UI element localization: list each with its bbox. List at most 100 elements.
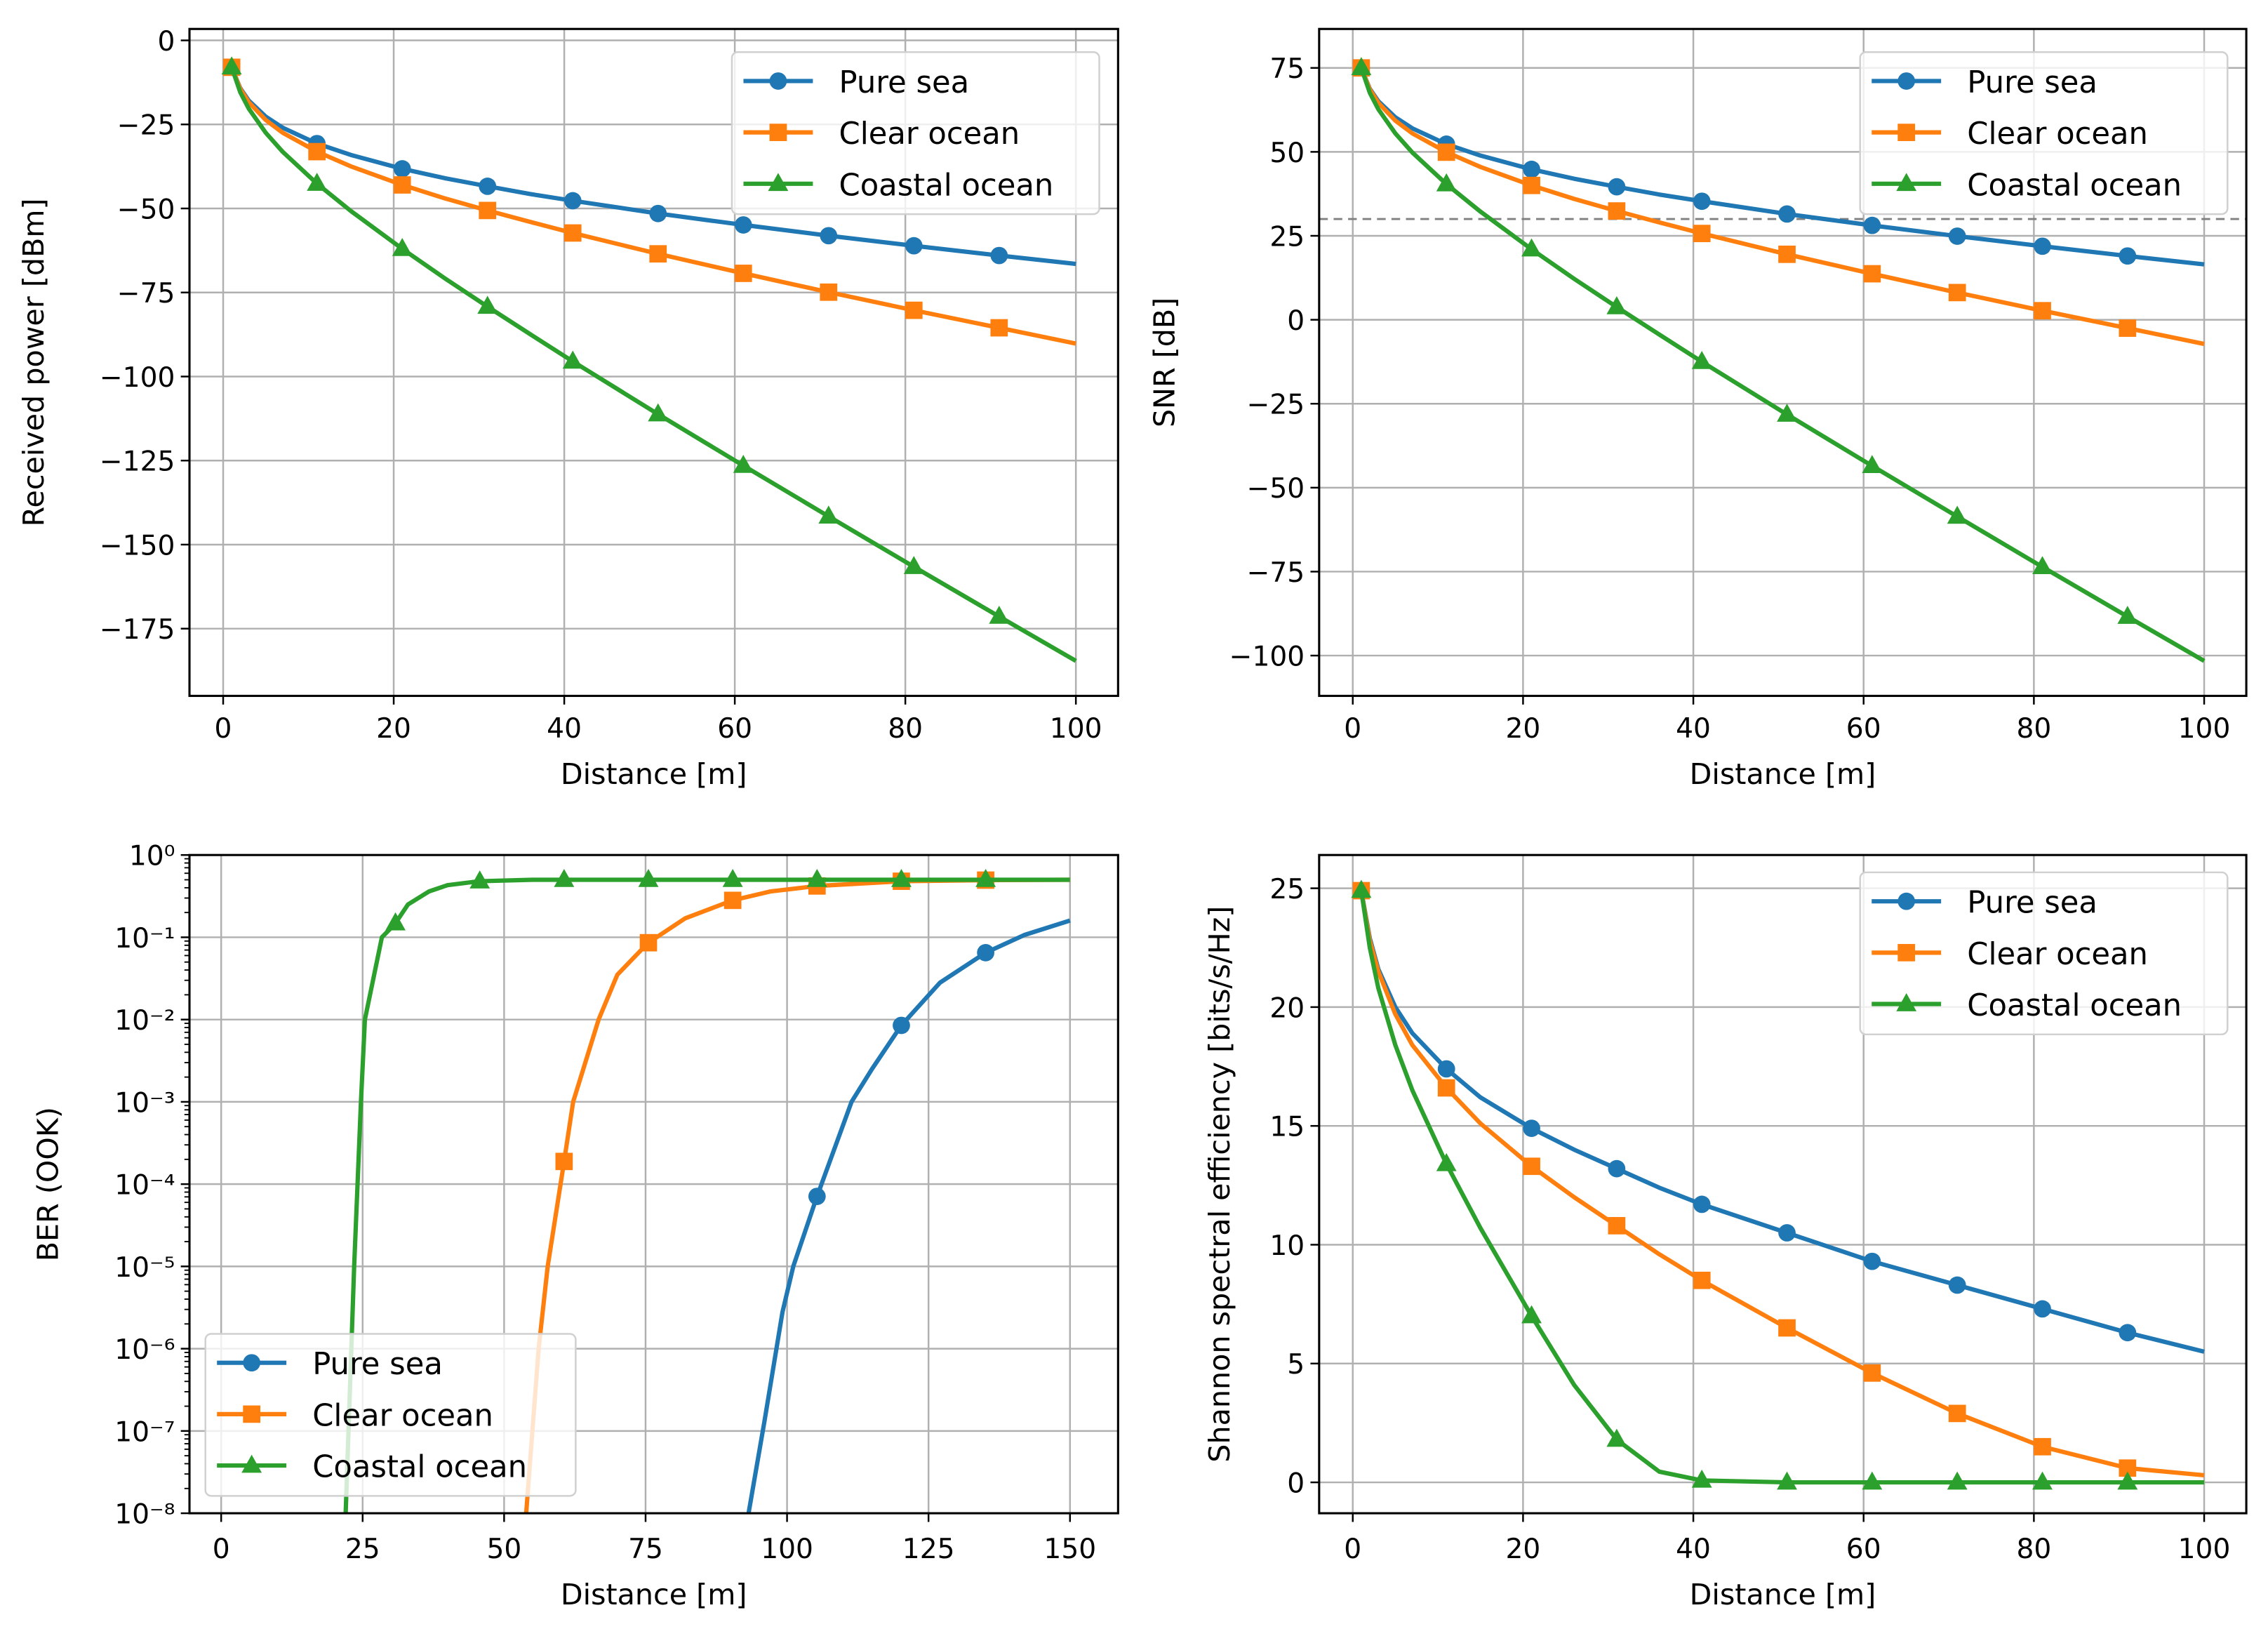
y-tick-label: 10⁻³ <box>114 1087 175 1119</box>
y-tick-label: −175 <box>100 614 175 646</box>
y-tick-label: 10⁻¹ <box>114 923 175 955</box>
series-line-clear-ocean <box>229 66 1076 346</box>
data-point-clear-ocean <box>1523 176 1540 194</box>
data-point-coastal-ocean <box>1777 1471 1797 1490</box>
chart-panel-3: 0 25 50 75 100 125 150 10⁰ 10⁻¹ 10⁻² 10⁻³ 10⁻⁴ 10⁻⁵ 1… <box>31 841 1119 1611</box>
legend-label: Coastal ocean <box>839 168 1054 203</box>
data-point-clear-ocean <box>1863 265 1881 283</box>
legend-item: Clear ocean <box>1872 937 2148 972</box>
legend-item: Pure sea <box>1872 65 2097 100</box>
data-point-clear-ocean <box>905 301 923 319</box>
legend-marker-icon <box>243 1354 261 1372</box>
data-point-clear-ocean <box>563 224 582 242</box>
legend-box <box>204 1333 577 1497</box>
y-tick-label: 0 <box>157 26 175 58</box>
data-point-clear-ocean <box>639 933 658 952</box>
x-tick-label: 60 <box>1846 1534 1881 1565</box>
data-point-coastal-ocean <box>1436 173 1457 192</box>
data-point-coastal-ocean <box>385 912 406 931</box>
legend-item: Coastal ocean <box>743 168 1053 203</box>
data-point-pure-sea <box>563 192 582 210</box>
data-point-pure-sea <box>2119 1324 2137 1342</box>
y-tick-label: 15 <box>1269 1112 1305 1143</box>
y-tick-label: 25 <box>1269 221 1305 253</box>
legend-item: Clear ocean <box>1872 117 2148 152</box>
data-point-clear-ocean <box>1437 1079 1455 1097</box>
legend-marker-icon <box>241 1454 262 1473</box>
legend-item: Coastal ocean <box>1872 168 2182 203</box>
legend-item: Clear ocean <box>217 1398 493 1433</box>
legend-label: Clear ocean <box>839 117 1020 152</box>
data-point-coastal-ocean <box>1947 505 1968 524</box>
data-point-coastal-ocean <box>1691 1469 1712 1488</box>
data-point-pure-sea <box>808 1188 826 1205</box>
data-point-clear-ocean <box>1608 1217 1626 1235</box>
data-point-coastal-ocean <box>975 869 996 887</box>
data-point-coastal-ocean <box>806 869 827 887</box>
y-tick-label: −150 <box>100 530 175 561</box>
data-point-pure-sea <box>1778 205 1796 223</box>
x-tick-label: 125 <box>902 1534 955 1565</box>
legend-item: Pure sea <box>217 1347 443 1382</box>
data-point-pure-sea <box>1693 1195 1711 1214</box>
chart-panel-4: 0 20 40 60 80 100 0 5 10 15 20 25 Distance [m] Shanno… <box>1203 853 2248 1611</box>
y-tick-label: 10 <box>1269 1230 1305 1262</box>
series-line-pure-sea <box>1359 890 2205 1354</box>
data-point-coastal-ocean <box>2117 606 2138 624</box>
plot-area <box>221 56 1077 663</box>
legend-item: Pure sea <box>1872 886 2097 921</box>
y-tick-label: 50 <box>1269 138 1305 169</box>
data-point-coastal-ocean <box>469 870 491 889</box>
legend: Pure sea Clear ocean Coastal ocean <box>731 51 1100 215</box>
series-line-clear-ocean <box>1359 890 2205 1477</box>
data-point-coastal-ocean <box>1606 295 1627 314</box>
y-tick-label: −25 <box>1247 390 1305 421</box>
legend-item: Coastal ocean <box>1872 988 2182 1023</box>
data-point-coastal-ocean <box>2032 1471 2053 1490</box>
data-point-coastal-ocean <box>307 173 328 191</box>
data-point-pure-sea <box>1523 160 1540 178</box>
data-point-coastal-ocean <box>818 505 839 524</box>
legend-item: Coastal ocean <box>217 1450 527 1485</box>
data-point-pure-sea <box>1437 1060 1455 1078</box>
x-tick-label: 40 <box>547 713 582 745</box>
data-point-pure-sea <box>905 237 923 255</box>
data-point-pure-sea <box>1693 192 1711 211</box>
data-point-clear-ocean <box>990 319 1008 337</box>
data-point-clear-ocean <box>1778 245 1796 263</box>
y-tick-label: −50 <box>117 194 175 225</box>
x-axis-label: Distance [m] <box>561 757 747 791</box>
data-point-clear-ocean <box>2119 319 2137 337</box>
data-point-coastal-ocean <box>891 869 912 887</box>
x-axis-label: Distance [m] <box>561 1578 747 1611</box>
data-point-coastal-ocean <box>648 403 669 422</box>
data-point-pure-sea <box>1948 227 1966 245</box>
legend: Pure sea Clear ocean Coastal ocean <box>1859 51 2229 215</box>
data-point-clear-ocean <box>1523 1157 1540 1176</box>
x-tick-label: 100 <box>761 1534 813 1565</box>
legend-marker-icon <box>769 124 787 141</box>
x-tick-label: 40 <box>1676 1534 1711 1565</box>
data-point-clear-ocean <box>2034 1437 2051 1456</box>
x-tick-label: 60 <box>1846 713 1881 745</box>
data-point-clear-ocean <box>820 283 838 301</box>
legend-box <box>1859 871 2229 1036</box>
data-point-coastal-ocean <box>2032 556 2053 575</box>
axes-frame <box>1318 27 2248 698</box>
y-tick-label: 10⁻⁷ <box>114 1416 175 1448</box>
x-tick-label: 0 <box>215 713 232 745</box>
legend-marker-icon <box>243 1405 261 1423</box>
legend-marker-icon <box>1897 72 1916 90</box>
data-point-pure-sea <box>893 1016 910 1035</box>
x-tick-label: 100 <box>2178 713 2231 745</box>
legend-box <box>1859 51 2229 215</box>
x-tick-label: 50 <box>486 1534 521 1565</box>
data-point-coastal-ocean <box>1691 350 1712 369</box>
data-point-pure-sea <box>479 178 497 195</box>
legend-label: Pure sea <box>312 1347 443 1382</box>
y-tick-label: 10⁻² <box>114 1005 175 1037</box>
legend-label: Pure sea <box>839 65 970 100</box>
data-point-pure-sea <box>1863 1252 1881 1270</box>
legend-label: Clear ocean <box>312 1398 493 1433</box>
x-tick-label: 20 <box>1505 713 1540 745</box>
